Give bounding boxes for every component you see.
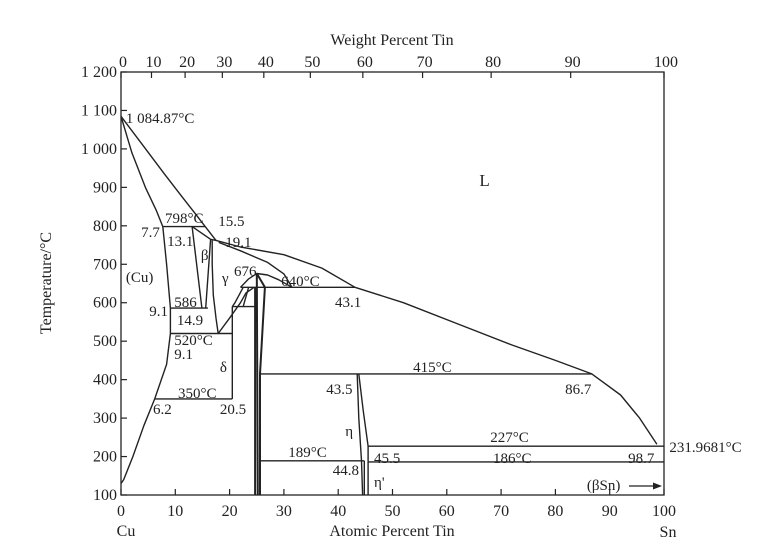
x-tick-label: 80 <box>547 503 563 520</box>
x2-tick-label: 80 <box>485 54 501 71</box>
y-tick-label: 100 <box>93 487 117 504</box>
x-tick-label: 100 <box>652 503 676 520</box>
x-tick-label: 90 <box>602 503 618 520</box>
x-tick-label: 50 <box>385 503 401 520</box>
boundary-liquidus-sn <box>354 286 658 445</box>
phase-label: 45.5 <box>374 451 400 467</box>
phase-label: 44.8 <box>333 463 359 479</box>
x-tick-label: 20 <box>222 503 238 520</box>
x2-tick-label: 40 <box>258 54 274 71</box>
x2-axis-title: Weight Percent Tin <box>330 32 453 49</box>
phase-label: 231.9681°C <box>669 440 741 456</box>
x-tick-label: 10 <box>167 503 183 520</box>
y-tick-label: 500 <box>93 333 117 350</box>
boundary-eta-right <box>358 373 369 462</box>
right-element-label: Sn <box>660 524 677 541</box>
x-tick-label: 30 <box>276 503 292 520</box>
y-tick-label: 800 <box>93 218 117 235</box>
phase-label: 189°C <box>288 445 327 461</box>
x2-tick-label: 50 <box>304 54 320 71</box>
x2-tick-label: 70 <box>417 54 433 71</box>
beta-sn-arrowhead <box>653 482 662 490</box>
y-tick-label: 1 100 <box>81 102 117 119</box>
boundary-beta-right <box>205 239 212 309</box>
phase-label: (Cu) <box>126 270 153 286</box>
y-tick-label: 400 <box>93 372 117 389</box>
boundary-gamma-dome <box>239 272 293 288</box>
x2-tick-label: 30 <box>216 54 232 71</box>
x-axis-title: Atomic Percent Tin <box>329 523 454 540</box>
boundary-gamma-upper-liquidus <box>215 239 356 288</box>
y-tick-label: 300 <box>93 410 117 427</box>
y-tick-label: 700 <box>93 256 117 273</box>
boundary-epsilon-left <box>255 273 259 496</box>
phase-label: (βSn) <box>587 478 620 494</box>
boundary-gamma-solidus <box>218 241 293 288</box>
phase-label: 520°C <box>174 333 213 349</box>
phase-label: L <box>479 171 489 190</box>
phase-label: 6.2 <box>153 402 172 418</box>
phase-label: 20.5 <box>220 402 246 418</box>
phase-label: 676 <box>234 264 257 280</box>
y-tick-label: 600 <box>93 295 117 312</box>
boundary-solidus-cu <box>120 116 164 227</box>
phase-label: 1 084.87°C <box>126 111 195 127</box>
phase-label: 43.5 <box>326 382 352 398</box>
phase-label: 350°C <box>178 386 217 402</box>
x2-tick-label: 10 <box>145 54 161 71</box>
phase-label: δ <box>220 360 227 376</box>
boundary-epsilon-right <box>255 272 266 495</box>
boundary-beta-left <box>191 226 203 309</box>
plot-frame <box>120 71 665 496</box>
phase-label: 43.1 <box>335 295 361 311</box>
x2-tick-label: 0 <box>119 54 127 71</box>
phase-label: 86.7 <box>565 382 592 398</box>
phase-label: 7.7 <box>141 225 160 241</box>
x-tick-label: 70 <box>493 503 509 520</box>
x2-tick-label: 20 <box>179 54 195 71</box>
phase-label: 19.1 <box>225 235 251 251</box>
x-tick-label: 60 <box>439 503 455 520</box>
phase-label: 798°C <box>165 211 204 227</box>
phase-label: γ <box>221 271 229 287</box>
y-axis-title: Temperature/°C <box>38 232 55 334</box>
boundary-dome-inner-left <box>242 287 250 307</box>
phase-label: β <box>201 248 209 264</box>
y-tick-label: 200 <box>93 449 117 466</box>
phase-label: 227°C <box>490 430 529 446</box>
y-tick-label: 1 200 <box>81 64 117 81</box>
x2-tick-label: 60 <box>357 54 373 71</box>
phase-label: 586 <box>174 295 197 311</box>
boundary-gamma-lower-right <box>217 286 255 334</box>
x-tick-label: 0 <box>117 503 125 520</box>
phase-label: 9.1 <box>149 304 168 320</box>
phase-label: 186°C <box>493 451 532 467</box>
boundary-dome-inner-left2 <box>231 286 244 307</box>
left-element-label: Cu <box>117 523 136 540</box>
phase-label: 15.5 <box>218 214 244 230</box>
phase-label: 9.1 <box>174 347 193 363</box>
phase-label: 98.7 <box>628 451 655 467</box>
phase-label: η' <box>374 475 385 491</box>
phase-label: 13.1 <box>167 234 193 250</box>
phase-label: 415°C <box>413 360 452 376</box>
x2-tick-label: 90 <box>565 54 581 71</box>
x2-tick-label: 100 <box>654 54 678 71</box>
boundary-cu-solvus <box>120 226 172 484</box>
y-tick-label: 900 <box>93 179 117 196</box>
boundary-eta-left <box>356 373 364 496</box>
phase-label: 640°C <box>281 274 320 290</box>
y-tick-label: 1 000 <box>81 141 117 158</box>
phase-label: η <box>345 424 353 440</box>
boundary-gamma-left <box>211 240 219 334</box>
phase-label: 14.9 <box>177 313 203 329</box>
boundary-beta-top <box>191 226 217 242</box>
x-tick-label: 40 <box>330 503 346 520</box>
